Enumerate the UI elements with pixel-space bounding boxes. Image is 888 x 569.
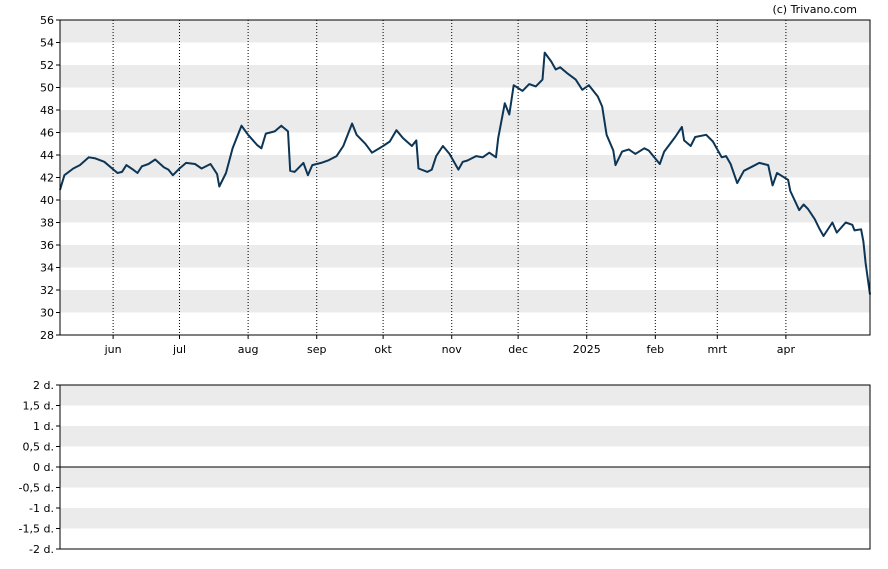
y-tick-label: 54	[40, 37, 54, 50]
x-tick-label: sep	[307, 343, 326, 356]
x-tick-label: aug	[238, 343, 259, 356]
x-tick-label: mrt	[708, 343, 728, 356]
y-tick-label: 36	[40, 239, 54, 252]
x-tick-label: jun	[104, 343, 122, 356]
y-tick-label: 56	[40, 14, 54, 27]
y-tick-label: 2 d.	[33, 379, 54, 392]
y-tick-label: 46	[40, 127, 54, 140]
grid-band	[60, 200, 870, 223]
y-tick-label: 38	[40, 217, 54, 230]
y-tick-label: 42	[40, 172, 54, 185]
copyright-label: (c) Trivano.com	[772, 3, 857, 16]
y-tick-label: 44	[40, 149, 54, 162]
y-tick-label: 34	[40, 262, 54, 275]
grid-band	[60, 508, 870, 529]
y-tick-label: -2 d.	[29, 543, 54, 556]
grid-band	[60, 385, 870, 406]
y-tick-label: 1,5 d.	[23, 400, 54, 413]
grid-band	[60, 20, 870, 43]
dividend-panel: -2 d. -1,5 d. -1 d. -0,5 d. 0 d. 0,5 d. 1 d. 1,…	[19, 379, 871, 556]
grid-band	[60, 467, 870, 488]
y-tick-label: 28	[40, 329, 54, 342]
y-tick-label: 32	[40, 284, 54, 297]
grid-band	[60, 65, 870, 88]
y-tick-label: -0,5 d.	[19, 482, 54, 495]
x-tick-label: 2025	[573, 343, 601, 356]
y-tick-label: 1 d.	[33, 420, 54, 433]
price-panel: jun jul aug sep okt nov dec 2025 feb mrt apr 28 30 32…	[40, 14, 871, 356]
y-tick-label: 40	[40, 194, 54, 207]
y-tick-label: 52	[40, 59, 54, 72]
plot-frame	[59, 384, 871, 550]
y-tick-label: -1 d.	[29, 502, 54, 515]
y-tick-label: 48	[40, 104, 54, 117]
y-tick-label: 30	[40, 307, 54, 320]
grid-band	[60, 426, 870, 447]
y-tick-label: 50	[40, 82, 54, 95]
x-tick-label: feb	[647, 343, 665, 356]
grid-band	[60, 290, 870, 313]
grid-band	[60, 245, 870, 268]
x-tick-label: nov	[442, 343, 463, 356]
x-tick-label: okt	[374, 343, 392, 356]
x-tick-label: apr	[777, 343, 796, 356]
x-tick-label: jul	[172, 343, 186, 356]
price-series-line	[59, 51, 871, 295]
y-tick-label: 0,5 d.	[23, 441, 54, 454]
grid-band	[60, 155, 870, 178]
plot-frame	[59, 19, 871, 336]
grid-band	[60, 110, 870, 133]
y-tick-label: -1,5 d.	[19, 523, 54, 536]
x-tick-label: dec	[508, 343, 528, 356]
y-tick-label: 0 d.	[33, 461, 54, 474]
